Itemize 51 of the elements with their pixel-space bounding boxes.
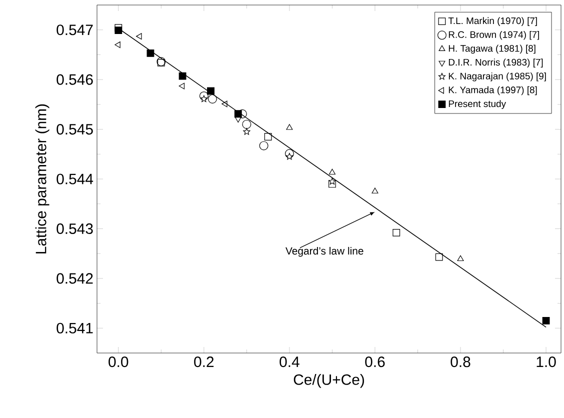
point xyxy=(222,100,228,108)
legend-label: K. Nagarajan (1985) [9] xyxy=(448,72,546,82)
legend-label: Present study xyxy=(448,100,506,109)
point xyxy=(200,95,208,102)
x-tick-label: 0.4 xyxy=(280,356,300,368)
legend-label: D.I.R. Norris (1983) [7] xyxy=(448,58,543,68)
y-tick-label: 0.543 xyxy=(56,223,93,234)
point xyxy=(243,128,250,135)
x-tick-label: 1.0 xyxy=(536,356,556,368)
y-tick-label: 0.542 xyxy=(56,273,93,284)
point xyxy=(542,316,550,324)
point xyxy=(372,188,378,194)
x-tick-label: 0.0 xyxy=(108,356,128,368)
point xyxy=(242,120,252,129)
point xyxy=(259,141,268,150)
point xyxy=(457,255,464,262)
legend-label: T.L. Markin (1970) [7] xyxy=(448,17,537,26)
legend-label: K. Yamada (1997) [8] xyxy=(448,86,537,96)
point xyxy=(328,178,336,185)
y-tick-label: 0.546 xyxy=(56,74,93,85)
point xyxy=(199,91,208,100)
legend-label: R.C. Brown (1974) [7] xyxy=(448,30,539,40)
point xyxy=(234,116,242,123)
point xyxy=(435,253,443,261)
point xyxy=(234,110,242,118)
point xyxy=(286,124,293,130)
point xyxy=(178,72,186,80)
y-tick-label: 0.547 xyxy=(56,24,93,36)
point xyxy=(328,180,336,188)
x-tick-label: 0.8 xyxy=(450,356,470,368)
x-axis-title: Ce/(U+Ce) xyxy=(294,374,364,388)
point xyxy=(207,87,214,95)
point xyxy=(114,42,120,48)
point xyxy=(284,149,294,158)
y-axis-title: Lattice parameter (nm) xyxy=(35,104,50,254)
x-tick-label: 0.2 xyxy=(194,356,214,368)
point xyxy=(146,50,154,57)
x-tick-label: 0.6 xyxy=(365,356,385,368)
y-tick-label: 0.541 xyxy=(56,322,93,334)
point xyxy=(264,133,272,140)
point xyxy=(114,26,122,34)
point xyxy=(136,33,142,40)
y-tick-label: 0.544 xyxy=(56,174,94,184)
legend-label: H. Tagawa (1981) [8] xyxy=(448,44,536,54)
point xyxy=(286,152,293,160)
point xyxy=(392,228,400,236)
point xyxy=(328,168,336,175)
point xyxy=(208,94,217,104)
y-tick-label: 0.545 xyxy=(56,124,93,135)
annotation: Vegard’s law line xyxy=(286,246,364,257)
point xyxy=(178,82,185,90)
